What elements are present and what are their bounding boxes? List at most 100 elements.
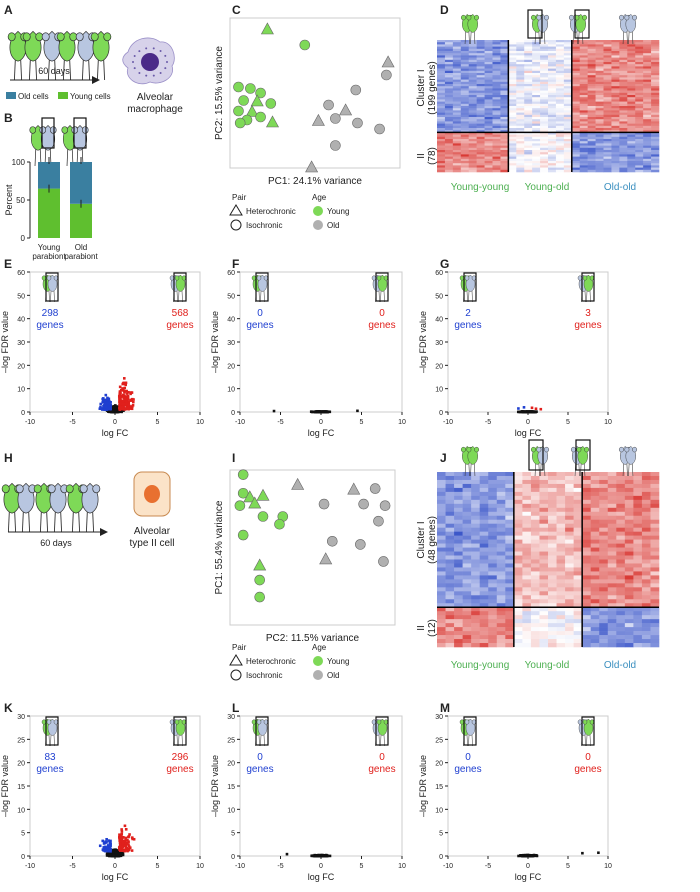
j-heat-cell [437,571,446,576]
d-heat-cell [579,134,588,138]
d-heat-cell [619,95,628,98]
d-heat-cell [508,167,517,171]
j-heat-cell [530,639,540,644]
j-heat-cell [624,559,634,564]
d-heat-cell [508,55,517,58]
j-heat-cell [565,623,574,628]
j-heat-cell [530,607,540,612]
j-heat-cell [633,491,643,497]
d-heat-cell [508,64,517,67]
d-heat-cell [500,62,509,65]
d-heat-cell [627,92,636,96]
d-heat-cell [587,150,596,153]
d-heat-cell [603,55,612,58]
d-heat-cell [571,117,581,120]
d-heat-cell [468,110,477,113]
d-heat-cell [452,88,462,91]
d-heat-cell [500,108,509,111]
j-heat-cell [479,531,489,536]
h-mouse-icon [47,482,69,533]
k-volcano-ytick-label: 20 [17,761,25,768]
d-heat-cell [587,68,596,72]
d-group-old-old: Old-old [604,182,636,193]
d-heat-cell [524,57,533,61]
d-heat-cell [635,53,644,56]
j-heat-cell [513,615,523,620]
d-heat-cell [571,46,581,50]
j-heat-cell [556,539,566,544]
d-heat-cell [611,90,620,94]
d-heat-cell [468,59,477,63]
j-heat-cell [496,571,506,576]
d-heat-cell [587,55,596,58]
d-heat-cell [619,158,628,162]
d-heat-cell [532,57,541,61]
j-heat-cell [548,559,557,564]
j-heat-cell [548,635,557,640]
d-heat-cell [563,46,573,50]
j-heat-cell [633,595,643,600]
d-heat-cell [484,73,493,76]
d-heat-cell [571,40,581,43]
d-heat-cell [548,110,557,113]
j-heat-cell [548,547,557,552]
bar-young-cells [38,188,60,238]
j-heat-cell [633,603,643,608]
mouse-tail [468,463,470,477]
j-heat-cell [513,503,523,509]
d-heat-cell [611,145,620,149]
j-heat-cell [650,523,660,528]
d-heat-cell [555,117,565,120]
j-heat-cell [556,523,566,528]
j-cluster1-count: (48 genes) [427,516,438,564]
j-heat-cell [454,587,463,592]
d-heat-cell [579,161,588,164]
d-heat-cell [452,161,462,164]
d-heat-cell [548,66,557,69]
d-heat-cell [563,154,573,157]
d-heat-cell [468,75,477,78]
j-heat-cell [437,639,446,644]
d-heat-cell [484,163,493,166]
d-heat-cell [540,117,549,120]
j-heat-cell [599,623,609,628]
d-heat-cell [500,163,509,166]
j-heat-cell [488,635,498,640]
j-heat-cell [454,543,463,548]
j-heat-cell [624,511,634,517]
d-heat-cell [571,103,581,107]
d-heat-cell [635,62,644,65]
j-heat-cell [513,643,523,648]
j-heat-cell [573,487,583,493]
j-heat-cell [633,472,643,477]
j-highlight-box [575,439,591,471]
j-heat-cell [522,607,532,612]
d-heat-cell [571,123,581,127]
d-heat-cell [516,64,525,67]
j-heat-cell [641,527,651,532]
e-volcano-point [131,403,135,407]
d-heat-cell [476,134,485,138]
d-heat-cell [595,156,604,160]
d-heat-cell [555,97,565,100]
d-heat-cell [452,165,462,168]
j-heat-cell [548,611,557,616]
i-pca-xlabel: PC2: 11.5% variance [266,633,360,644]
j-heat-cell [522,491,532,497]
d-heat-cell [492,139,501,142]
d-heat-cell [524,79,533,83]
j-heat-cell [479,591,489,596]
j-heat-cell [582,483,591,489]
j-heat-cell [556,563,566,568]
d-heat-cell [516,156,525,160]
d-heat-cell [540,62,549,65]
j-heat-cell [607,575,617,580]
d-heat-cell [540,77,549,80]
i-pca-point [256,488,270,501]
j-heat-cell [590,539,600,544]
d-heat-cell [595,139,604,142]
d-heat-cell [540,130,549,133]
j-heat-cell [599,579,609,584]
j-heat-cell [513,627,523,632]
d-heat-cell [492,51,501,54]
